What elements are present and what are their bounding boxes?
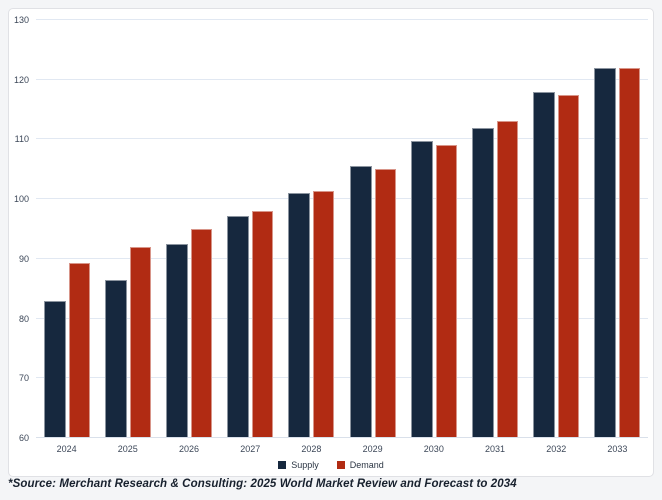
gridline bbox=[36, 198, 648, 200]
y-axis-labels: 60 70 80 90 100 110 120 130 bbox=[9, 15, 31, 443]
y-tick-label: 100 bbox=[13, 194, 29, 205]
plot-area bbox=[36, 19, 648, 438]
bar-groups bbox=[36, 20, 648, 438]
y-tick-label: 90 bbox=[18, 253, 29, 264]
bar-group-2024 bbox=[36, 20, 97, 438]
y-tick-label: 110 bbox=[14, 134, 29, 145]
gridline bbox=[36, 377, 648, 379]
x-tick-label: 2029 bbox=[362, 444, 383, 454]
bar-demand-2032 bbox=[558, 95, 580, 438]
x-tick-label: 2031 bbox=[485, 444, 506, 454]
legend: Supply Demand bbox=[9, 460, 653, 470]
bar-supply-2025 bbox=[104, 279, 127, 438]
source-note: *Source: Merchant Research & Consulting:… bbox=[8, 478, 517, 490]
bar-demand-2031 bbox=[497, 120, 519, 438]
bar-group-2029 bbox=[342, 20, 403, 438]
bar-supply-2031 bbox=[472, 127, 495, 438]
bar-supply-2024 bbox=[43, 300, 66, 438]
demand-swatch-icon bbox=[336, 461, 345, 469]
bar-group-2032 bbox=[526, 20, 587, 438]
bar-group-2033 bbox=[587, 20, 648, 438]
y-tick-label: 60 bbox=[18, 433, 29, 443]
bar-supply-2032 bbox=[533, 91, 556, 438]
legend-label-supply: Supply bbox=[291, 460, 319, 470]
bar-demand-2027 bbox=[252, 210, 274, 438]
bar-group-2025 bbox=[97, 20, 158, 438]
bar-supply-2029 bbox=[349, 166, 372, 438]
bar-group-2026 bbox=[158, 20, 219, 438]
bar-demand-2033 bbox=[619, 68, 641, 438]
y-tick-label: 130 bbox=[13, 15, 29, 25]
bar-demand-2029 bbox=[374, 168, 396, 438]
bar-demand-2024 bbox=[68, 263, 90, 438]
bar-group-2030 bbox=[403, 20, 464, 438]
x-tick-label: 2027 bbox=[240, 444, 261, 454]
legend-label-demand: Demand bbox=[349, 460, 384, 470]
bar-demand-2028 bbox=[313, 190, 335, 438]
bar-supply-2033 bbox=[594, 67, 617, 438]
x-tick-label: 2024 bbox=[56, 444, 77, 454]
legend-item-supply: Supply bbox=[278, 460, 319, 470]
x-axis-labels: 2024 2025 2026 2027 2028 2029 2030 2031 2032 2033 bbox=[36, 443, 648, 455]
gridline bbox=[36, 78, 648, 80]
gridline bbox=[36, 19, 648, 20]
bar-group-2031 bbox=[464, 20, 525, 438]
x-tick-label: 2025 bbox=[117, 444, 138, 454]
gridline bbox=[36, 257, 648, 259]
bar-demand-2025 bbox=[129, 246, 151, 438]
bar-group-2027 bbox=[220, 20, 281, 438]
x-tick-label: 2028 bbox=[301, 444, 322, 454]
chart-card[interactable]: 60 70 80 90 100 110 120 130 2024 2025 2026 2027 202… bbox=[8, 8, 654, 477]
x-tick-label: 2032 bbox=[546, 444, 567, 454]
supply-swatch-icon bbox=[278, 461, 287, 469]
bar-group-2028 bbox=[281, 20, 342, 438]
x-tick-label: 2026 bbox=[178, 444, 200, 454]
x-axis-line bbox=[36, 437, 648, 438]
bar-supply-2026 bbox=[166, 243, 188, 438]
gridline bbox=[36, 317, 648, 319]
bar-supply-2028 bbox=[288, 192, 311, 438]
y-tick-label: 120 bbox=[13, 74, 29, 85]
bar-supply-2027 bbox=[227, 215, 250, 438]
x-tick-label: 2030 bbox=[423, 444, 444, 454]
bar-demand-2026 bbox=[191, 229, 212, 438]
x-tick-label: 2033 bbox=[607, 444, 628, 454]
legend-item-demand: Demand bbox=[336, 460, 384, 470]
bar-demand-2030 bbox=[435, 145, 457, 438]
y-tick-label: 70 bbox=[18, 373, 29, 384]
bar-supply-2030 bbox=[410, 141, 433, 438]
y-tick-label: 80 bbox=[18, 313, 29, 324]
gridline bbox=[36, 138, 648, 140]
